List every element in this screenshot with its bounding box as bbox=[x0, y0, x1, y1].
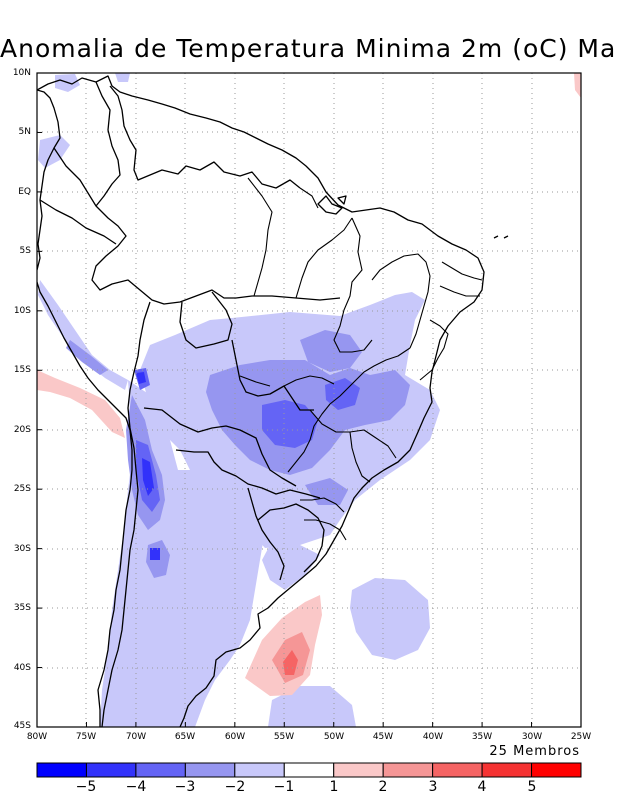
colorbar-swatch bbox=[333, 762, 384, 778]
lon-tick-label: 30W bbox=[521, 732, 543, 742]
colorbar-label: 5 bbox=[527, 779, 537, 795]
colorbar-swatch bbox=[85, 762, 137, 778]
colorbar-label: 4 bbox=[477, 779, 487, 795]
lat-tick-label: 5S bbox=[19, 246, 31, 256]
colorbar-swatch bbox=[283, 762, 335, 778]
lon-tick-label: 65W bbox=[174, 732, 196, 742]
lon-tick-label: 60W bbox=[224, 732, 246, 742]
colorbar-label: −5 bbox=[75, 779, 97, 795]
colorbar-label: −2 bbox=[224, 779, 246, 795]
anomaly-neg1-south-atlantic bbox=[268, 686, 356, 727]
anomaly-neg1-atlantic-east bbox=[350, 578, 430, 660]
amazon-delta bbox=[317, 195, 347, 215]
lon-tick-label: 80W bbox=[26, 732, 48, 742]
colorbar bbox=[36, 762, 582, 778]
lat-tick-label: 10S bbox=[13, 306, 31, 316]
anomaly-shading bbox=[37, 73, 581, 727]
colorbar-label: 2 bbox=[378, 779, 388, 795]
lat-tick-label: 35S bbox=[13, 603, 31, 613]
lon-tick-label: 25W bbox=[570, 732, 592, 742]
anomaly-neg1-caribbean-2 bbox=[115, 73, 130, 82]
anomaly-neg4-andes-core bbox=[142, 458, 154, 496]
lat-tick-label: 40S bbox=[13, 663, 31, 673]
anomaly-pos1-north-atlantic bbox=[574, 73, 581, 98]
colorbar-swatch bbox=[382, 762, 434, 778]
lon-tick-label: 50W bbox=[323, 732, 345, 742]
anomaly-neg2-goias bbox=[300, 330, 362, 372]
graticule bbox=[37, 73, 581, 727]
anomaly-neg3-mato-grosso-core bbox=[262, 400, 318, 448]
lon-tick-label: 55W bbox=[273, 732, 295, 742]
lat-tick-label: EQ bbox=[18, 187, 31, 197]
colorbar-swatch bbox=[531, 762, 582, 778]
lon-tick-label: 75W bbox=[75, 732, 97, 742]
colorbar-label: 3 bbox=[428, 779, 438, 795]
colorbar-label: −1 bbox=[273, 779, 295, 795]
lon-tick-label: 40W bbox=[422, 732, 444, 742]
lat-tick-label: 30S bbox=[13, 544, 31, 554]
south-america-coastline bbox=[37, 75, 485, 727]
colorbar-label: −4 bbox=[125, 779, 147, 795]
lat-tick-label: 20S bbox=[13, 425, 31, 435]
anomaly-pos3-south-atlantic bbox=[283, 650, 298, 675]
lat-tick-label: 10N bbox=[12, 68, 31, 78]
lat-tick-label: 25S bbox=[13, 484, 31, 494]
anomaly-neg4-bolivia-core bbox=[136, 372, 146, 384]
lat-tick-label: 15S bbox=[13, 365, 31, 375]
anomaly-neg1-uruguay bbox=[262, 545, 320, 590]
members-label: 25 Membros bbox=[489, 744, 580, 759]
axis-ticks bbox=[36, 72, 582, 728]
anomaly-neg2-parana bbox=[305, 478, 348, 505]
map-title: Anomalia de Temperatura Minima 2m (oC) M… bbox=[0, 34, 618, 63]
anomaly-pos1-pacific bbox=[37, 370, 125, 438]
lat-tick-label: 45S bbox=[13, 721, 31, 731]
anomaly-neg4-cuyo bbox=[150, 548, 160, 560]
lon-tick-label: 45W bbox=[372, 732, 394, 742]
colorbar-swatch bbox=[135, 762, 186, 778]
colorbar-swatch bbox=[234, 762, 285, 778]
lon-tick-label: 70W bbox=[125, 732, 147, 742]
colorbar-label: 1 bbox=[329, 779, 339, 795]
map-frame bbox=[36, 72, 582, 728]
anomaly-neg1-pacific-coast bbox=[38, 280, 128, 390]
lat-tick-label: 5N bbox=[18, 127, 31, 137]
falkland-islands bbox=[493, 235, 509, 239]
colorbar-swatch bbox=[36, 762, 87, 778]
colorbar-label: −3 bbox=[174, 779, 196, 795]
lon-tick-label: 35W bbox=[471, 732, 493, 742]
brazil-state-borders bbox=[239, 177, 483, 541]
anomaly-neg2-peru-coast bbox=[66, 340, 108, 375]
colorbar-swatch bbox=[481, 762, 533, 778]
colorbar-swatch bbox=[184, 762, 236, 778]
anomaly-neg1-colombia-coast bbox=[38, 135, 70, 168]
country-borders bbox=[39, 81, 341, 727]
colorbar-swatch bbox=[432, 762, 483, 778]
